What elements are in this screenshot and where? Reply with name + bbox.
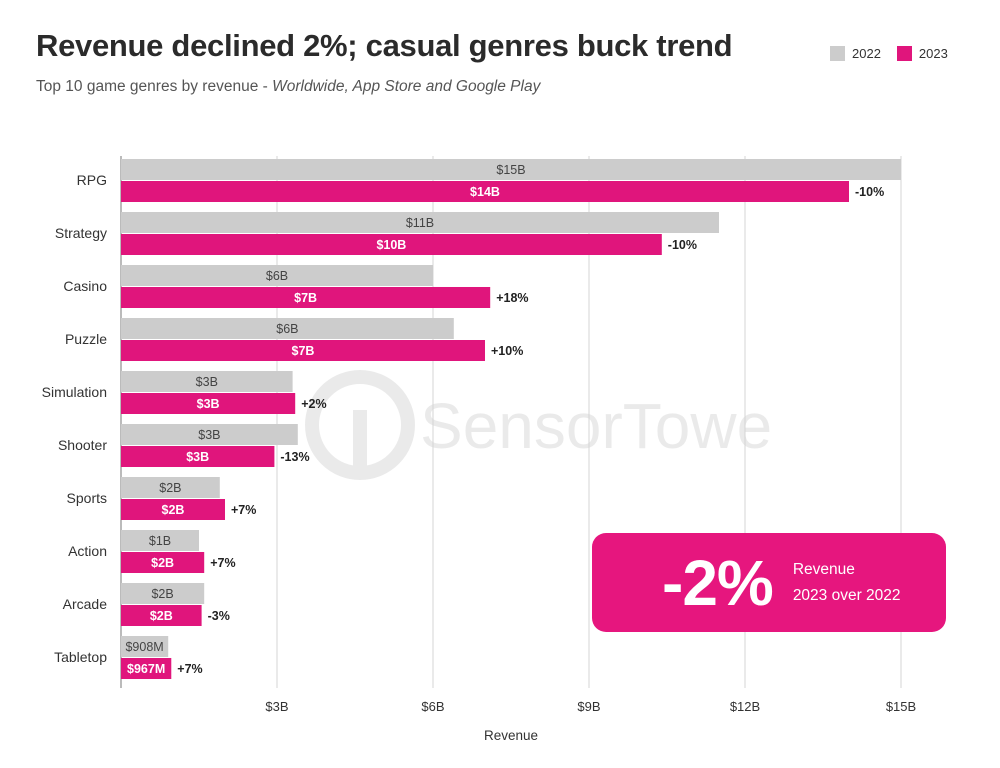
change-label: -3%: [208, 609, 230, 623]
subtitle-main: Top 10 game genres by revenue -: [36, 78, 273, 95]
x-tick-label: $12B: [730, 699, 760, 714]
legend-item-2023: 2023: [896, 46, 948, 61]
callout-value: -2%: [662, 546, 774, 619]
data-label-2023: $7B: [292, 344, 315, 358]
category-label: Shooter: [58, 437, 107, 453]
change-label: +7%: [210, 556, 235, 570]
x-tick-label: $3B: [265, 699, 288, 714]
bar-2023: [121, 446, 275, 467]
sensortower-watermark: SensorTower: [305, 370, 770, 480]
category-label: RPG: [77, 172, 107, 188]
callout-line1: Revenue: [792, 560, 855, 578]
legend-swatch-2023: [896, 46, 912, 61]
data-label-2022: $3B: [196, 375, 218, 389]
revenue-change-callout: -2% Revenue 2023 over 2022: [592, 533, 946, 632]
bar-2022: [121, 636, 169, 657]
change-label: +7%: [231, 503, 256, 517]
bar-2023: [121, 605, 202, 626]
x-tick-label: $15B: [886, 699, 916, 714]
bar-2023: [121, 393, 296, 414]
category-label: Arcade: [63, 596, 108, 612]
data-label-2023: $7B: [294, 291, 317, 305]
data-label-2022: $908M: [125, 640, 163, 654]
bar-2023: [121, 552, 205, 573]
bar-2023: [121, 287, 491, 308]
bar-2022: [121, 318, 454, 339]
change-label: -10%: [855, 185, 884, 199]
data-label-2023: $14B: [470, 185, 500, 199]
change-label: +10%: [491, 344, 523, 358]
callout-text: Revenue 2023 over 2022: [793, 557, 901, 609]
data-label-2023: $3B: [197, 397, 220, 411]
legend-item-2022: 2022: [830, 46, 881, 61]
data-label-2023: $2B: [151, 556, 174, 570]
legend-label-2022: 2022: [852, 46, 881, 61]
data-label-2022: $6B: [266, 269, 288, 283]
bar-2022: [121, 371, 293, 392]
bar-2022: [121, 159, 901, 180]
change-label: +18%: [496, 291, 528, 305]
data-label-2023: $2B: [162, 503, 185, 517]
watermark-text: SensorTower: [420, 390, 770, 462]
bar-2023: [121, 658, 172, 679]
category-label: Tabletop: [54, 649, 107, 665]
chart-subtitle: Top 10 game genres by revenue - Worldwid…: [36, 78, 540, 96]
category-label: Action: [68, 543, 107, 559]
data-label-2022: $3B: [198, 428, 220, 442]
category-label: Casino: [63, 278, 107, 294]
bar-2023: [121, 181, 849, 202]
bar-2022: [121, 583, 205, 604]
data-label-2023: $10B: [376, 238, 406, 252]
legend-label-2023: 2023: [918, 46, 948, 61]
category-label: Simulation: [42, 384, 107, 400]
subtitle-italic: Worldwide, App Store and Google Play: [272, 78, 541, 95]
legend: 2022 2023: [830, 46, 964, 61]
change-label: +7%: [177, 662, 202, 676]
bar-2022: [121, 424, 298, 445]
bar-2022: [121, 212, 719, 233]
category-label: Sports: [67, 490, 107, 506]
legend-swatch-2022: [830, 46, 845, 61]
category-label: Puzzle: [65, 331, 107, 347]
data-label-2023: $2B: [150, 609, 173, 623]
change-label: -13%: [280, 450, 309, 464]
bar-2023: [121, 499, 225, 520]
data-label-2022: $15B: [496, 163, 525, 177]
data-label-2022: $2B: [151, 587, 173, 601]
callout-line2: 2023 over 2022: [792, 586, 901, 604]
bar-2023: [121, 234, 662, 255]
bar-2022: [121, 477, 220, 498]
bar-2022: [121, 265, 433, 286]
change-label: -10%: [668, 238, 697, 252]
x-axis-label: Revenue: [484, 728, 538, 743]
bar-2022: [121, 530, 199, 551]
data-label-2022: $1B: [149, 534, 171, 548]
data-label-2022: $11B: [406, 216, 434, 230]
category-label: Strategy: [55, 225, 107, 241]
bar-2023: [121, 340, 485, 361]
data-label-2022: $6B: [276, 322, 298, 336]
data-label-2023: $3B: [186, 450, 209, 464]
change-label: +2%: [301, 397, 326, 411]
x-tick-label: $6B: [421, 699, 444, 714]
data-label-2023: $967M: [127, 662, 165, 676]
chart-title: Revenue declined 2%; casual genres buck …: [36, 28, 733, 63]
data-label-2022: $2B: [159, 481, 181, 495]
x-tick-label: $9B: [577, 699, 600, 714]
